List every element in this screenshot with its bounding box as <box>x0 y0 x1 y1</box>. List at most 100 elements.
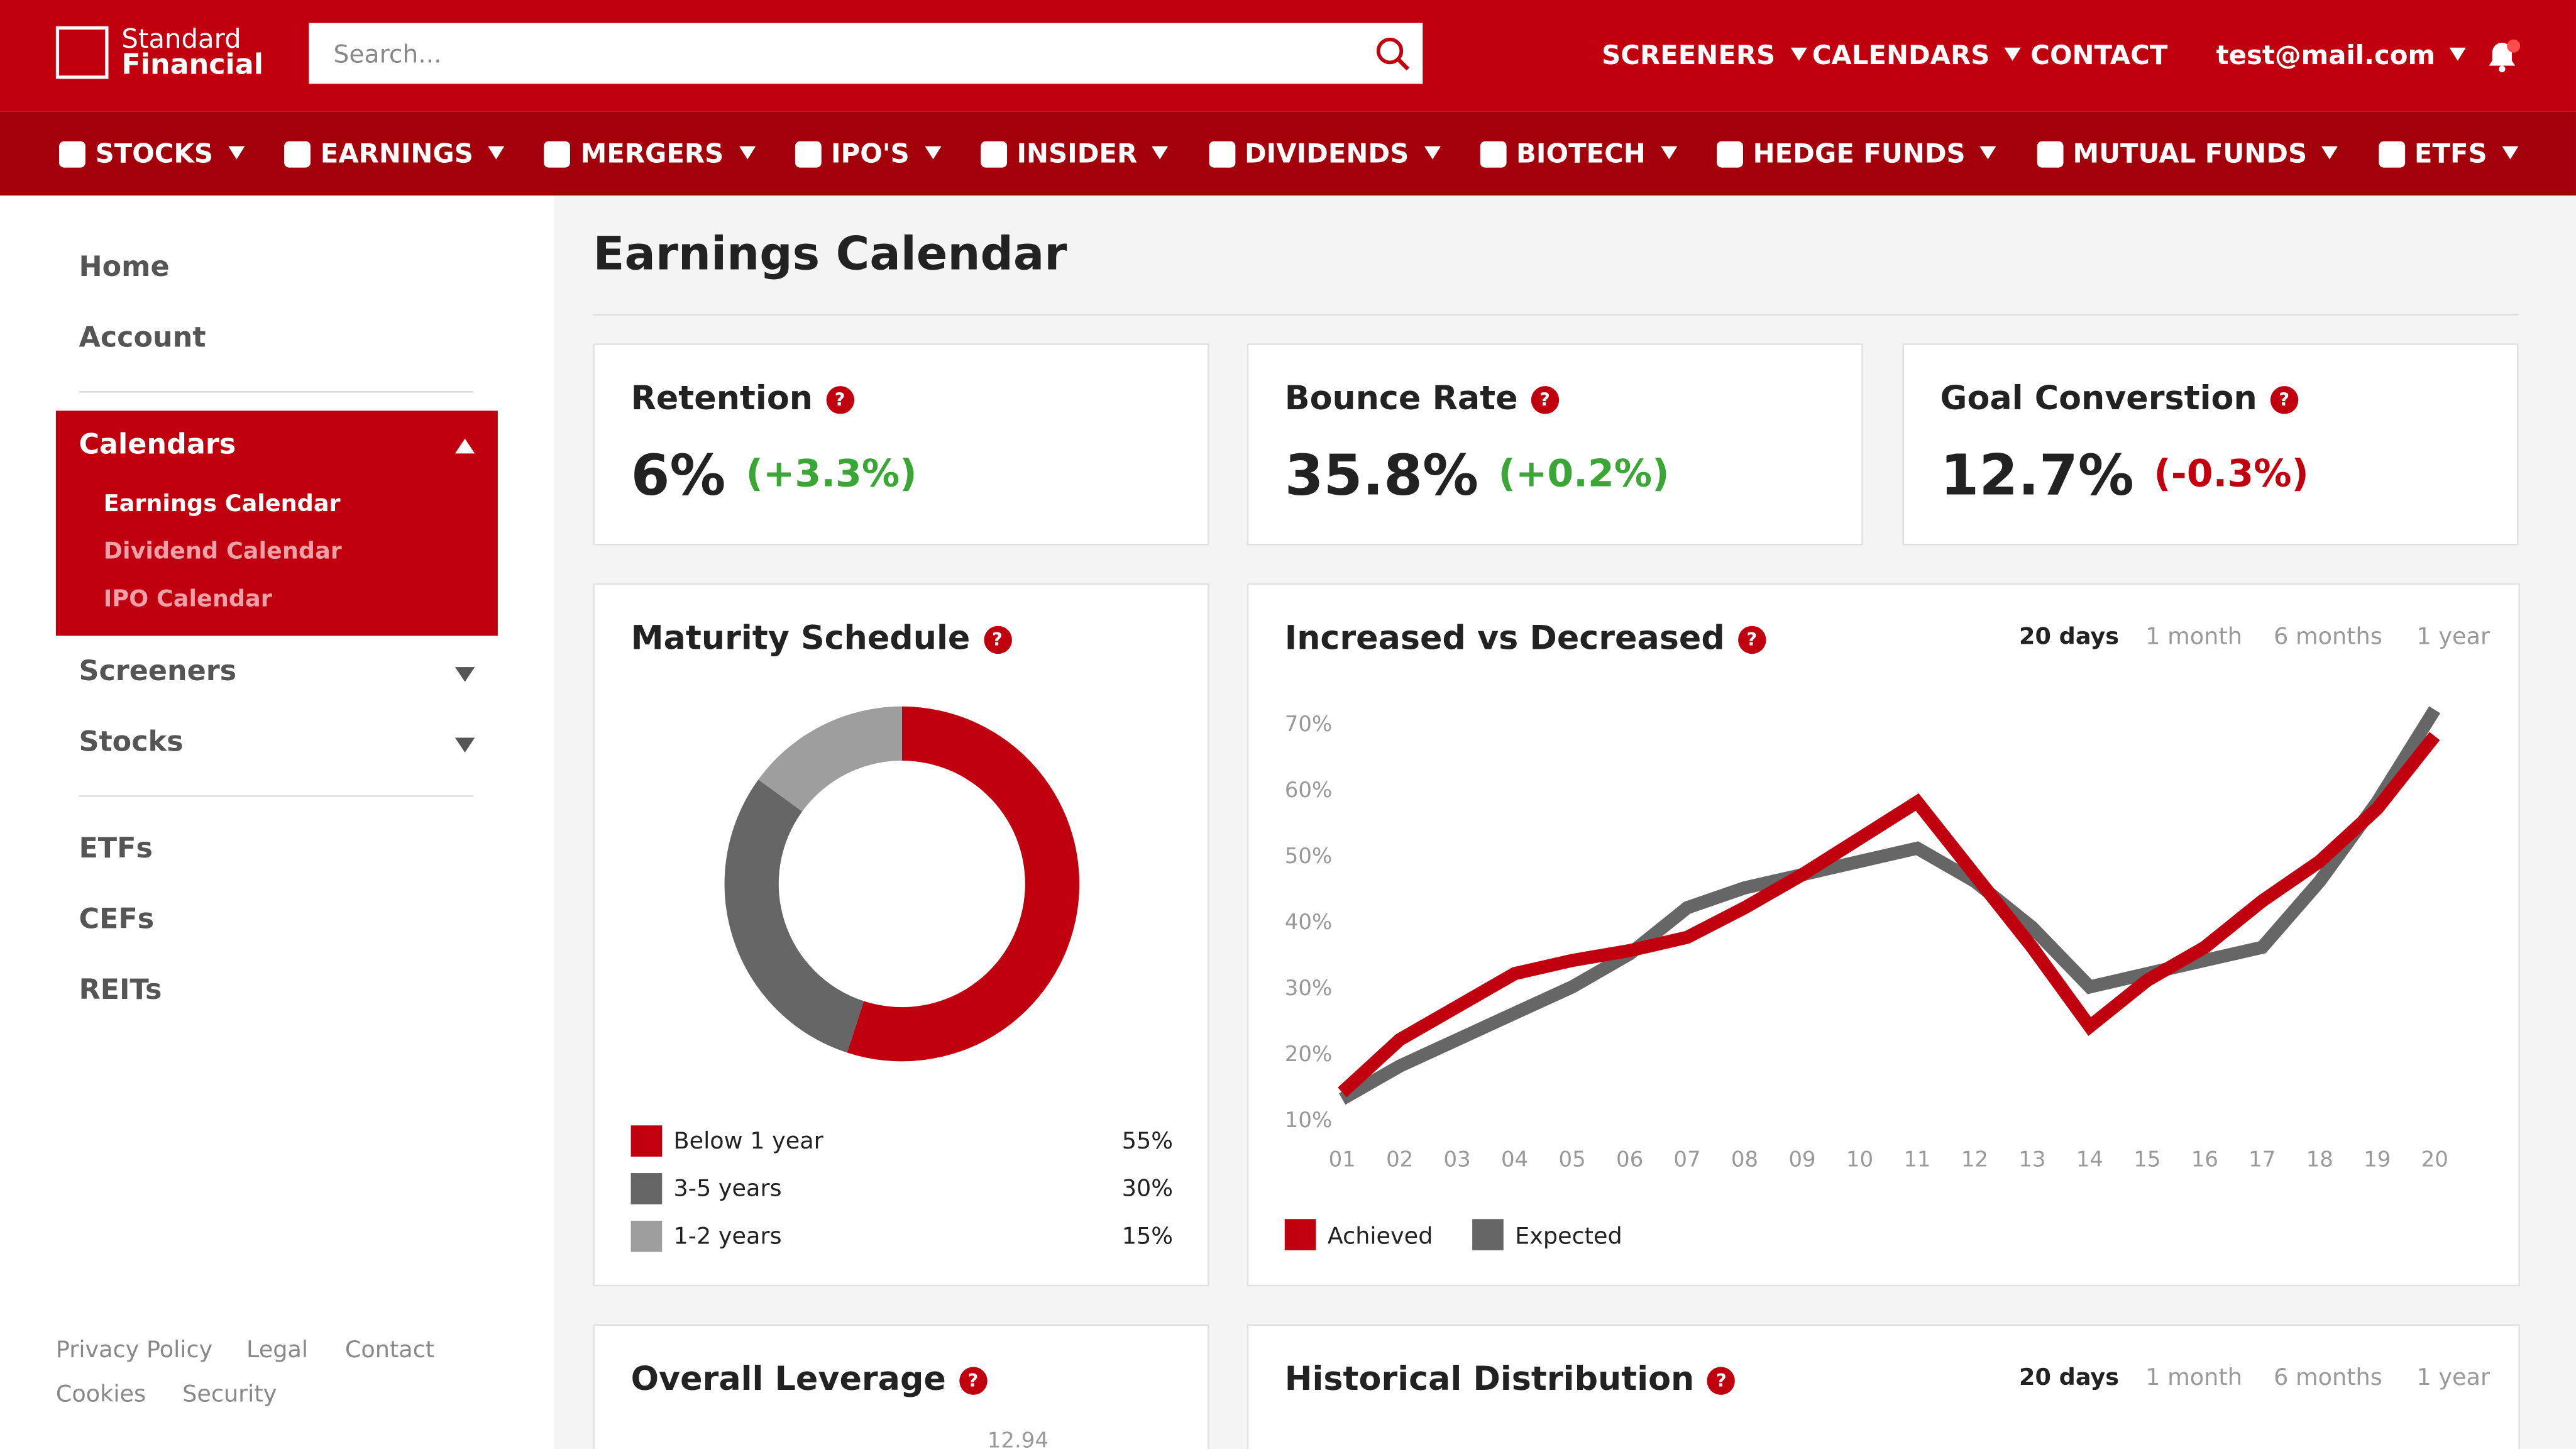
help-icon[interactable]: ? <box>1707 1367 1736 1395</box>
x-tick-label: 06 <box>1616 1147 1643 1172</box>
main-nav-item[interactable]: DIVIDENDS <box>1205 138 1440 169</box>
nav-icon <box>1717 141 1743 168</box>
help-icon[interactable]: ? <box>1737 625 1766 654</box>
sidebar-section-title[interactable]: Calendars <box>79 429 236 462</box>
main-nav-item[interactable]: STOCKS <box>56 138 245 169</box>
y-tick-label: 40% <box>1285 910 1333 935</box>
main-nav-item[interactable]: EARNINGS <box>281 138 505 169</box>
main-nav-item[interactable]: MUTUAL FUNDS <box>2034 138 2338 169</box>
search-icon[interactable] <box>1375 36 1411 72</box>
divider <box>79 391 473 393</box>
legend-label: Below 1 year <box>674 1127 824 1154</box>
footer-link[interactable]: Security <box>182 1381 277 1408</box>
help-icon[interactable]: ? <box>1531 386 1559 414</box>
sidebar-item[interactable]: ETFs <box>79 833 153 866</box>
series-line <box>1339 706 2441 1105</box>
footer-link[interactable]: Contact <box>344 1337 435 1364</box>
sidebar-item[interactable]: Screeners <box>79 655 237 689</box>
sidebar-item[interactable]: CEFs <box>79 903 155 937</box>
search-box[interactable] <box>309 23 1423 84</box>
x-tick-label: 15 <box>2133 1147 2160 1172</box>
top-nav-item[interactable]: SCREENERS <box>1602 40 1807 71</box>
chart-title: Historical Distribution? <box>1285 1358 1736 1398</box>
time-tab[interactable]: 20 days <box>2018 1365 2120 1392</box>
chart-card: Increased vs Decreased? 20 days 1 month 6 m… <box>1247 583 2521 1287</box>
main-nav-item[interactable]: INSIDER <box>977 138 1169 169</box>
kpi-card: Goal Converstion? 12.7% (-0.3%) <box>1902 343 2519 546</box>
donut-chart: Below 1 year 55% 3-5 years 30% 1-2 years 15% <box>630 706 1173 1252</box>
x-tick-label: 17 <box>2248 1147 2276 1172</box>
footer-link[interactable]: Privacy Policy <box>55 1337 213 1364</box>
main-nav-item[interactable]: ETFS <box>2375 138 2518 169</box>
bell-icon[interactable] <box>2482 36 2522 75</box>
x-tick-label: 16 <box>2191 1147 2218 1172</box>
help-icon[interactable]: ? <box>959 1367 988 1395</box>
line-chart: 10% 20% 30% 40% 50% 60% 70% 01 02 03 04 05 06 07 08 09 1… <box>1284 706 2448 1250</box>
kpi-change: (-0.3%) <box>2154 453 2309 497</box>
sidebar-subitem[interactable]: Earnings Calendar <box>103 491 341 518</box>
time-tab[interactable]: 1 month <box>2145 624 2242 651</box>
time-tab[interactable]: 20 days <box>2018 624 2120 651</box>
legend-swatch <box>1472 1219 1504 1250</box>
divider <box>79 795 473 797</box>
main-nav-item[interactable]: IPO'S <box>791 138 940 169</box>
main-nav-item[interactable]: MERGERS <box>541 138 755 169</box>
x-tick-label: 14 <box>2076 1147 2103 1172</box>
kpi-card: Bounce Rate? 35.8% (+0.2%) <box>1247 343 1863 546</box>
donut-slice <box>847 706 1080 1062</box>
kpi-title: Bounce Rate? <box>1285 378 1559 417</box>
x-tick-label: 07 <box>1673 1147 1700 1172</box>
help-icon[interactable]: ? <box>2270 386 2299 414</box>
kpi-value: 6% <box>630 443 726 510</box>
y-tick-label: 10% <box>1285 1108 1333 1133</box>
nav-icon <box>59 141 85 168</box>
help-icon[interactable]: ? <box>983 625 1011 654</box>
nav-icon <box>795 141 822 168</box>
main-nav-item[interactable]: BIOTECH <box>1477 138 1676 169</box>
y-tick-label: 50% <box>1285 844 1333 869</box>
top-nav-item[interactable]: CONTACT <box>2030 39 2168 71</box>
kpi-value: 35.8% <box>1284 443 1479 510</box>
series-line <box>1338 732 2440 1098</box>
expand-icon <box>454 737 475 752</box>
footer-link[interactable]: Cookies <box>55 1381 146 1408</box>
sidebar-item[interactable]: Stocks <box>79 726 184 759</box>
x-tick-label: 01 <box>1329 1147 1356 1172</box>
chart-card: Historical Distribution? 20 days 1 month 6 … <box>1247 1324 2521 1449</box>
x-tick-label: 20 <box>2421 1147 2448 1172</box>
kpi-change: (+3.3%) <box>746 453 917 497</box>
main-nav-item[interactable]: HEDGE FUNDS <box>1714 138 1996 169</box>
sidebar-subitem[interactable]: IPO Calendar <box>103 587 272 613</box>
nav-icon <box>980 141 1007 168</box>
time-tab[interactable]: 6 months <box>2274 624 2382 651</box>
x-tick-label: 12 <box>1961 1147 1988 1172</box>
kpi-title: Goal Converstion? <box>1940 378 2299 417</box>
nav-icon <box>1480 141 1507 168</box>
nav-icon <box>1208 141 1235 168</box>
time-tab[interactable]: 6 months <box>2274 1365 2382 1392</box>
sidebar-item[interactable]: Account <box>79 322 206 355</box>
help-icon[interactable]: ? <box>825 386 854 414</box>
footer-link[interactable]: Legal <box>246 1337 309 1364</box>
legend-label: Expected <box>1515 1222 1622 1249</box>
x-tick-label: 09 <box>1788 1147 1815 1172</box>
chart-title: Increased vs Decreased? <box>1285 618 1766 657</box>
legend-label: 1-2 years <box>674 1222 782 1249</box>
x-tick-label: 11 <box>1903 1147 1930 1172</box>
chart-card: Maturity Schedule? Below 1 year 55% 3-5 yea… <box>593 583 1209 1287</box>
sidebar-subitem[interactable]: Dividend Calendar <box>103 539 342 566</box>
x-tick-label: 13 <box>2018 1147 2045 1172</box>
time-tab[interactable]: 1 month <box>2145 1365 2242 1392</box>
time-tab[interactable]: 1 year <box>2416 624 2491 651</box>
top-nav-item[interactable]: CALENDARS <box>1812 40 2021 71</box>
sidebar-item[interactable]: REITs <box>79 974 162 1008</box>
x-tick-label: 05 <box>1559 1147 1586 1172</box>
logo-icon <box>55 26 109 79</box>
time-tab[interactable]: 1 year <box>2416 1365 2491 1392</box>
sidebar-item[interactable]: Home <box>79 251 170 285</box>
nav-icon <box>2378 141 2405 168</box>
user-menu[interactable]: test@mail.com <box>2216 40 2467 71</box>
